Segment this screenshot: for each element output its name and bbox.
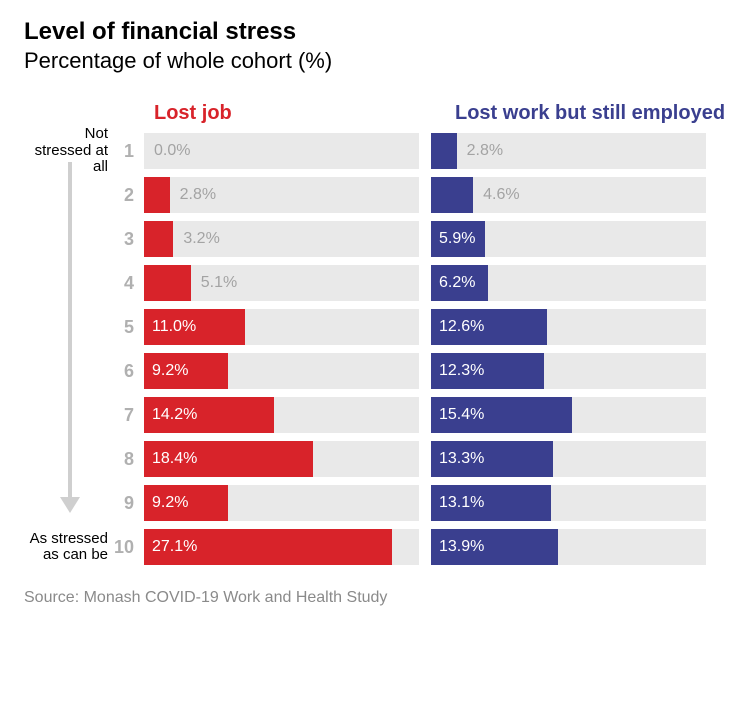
table-row: 511.0% 12.6% <box>24 305 730 349</box>
bar-track: 27.1% <box>144 529 419 565</box>
bar-value-label: 18.4% <box>144 441 313 477</box>
bar-value-label: 27.1% <box>144 529 392 565</box>
bar-track: 13.9% <box>431 529 706 565</box>
chart-area: Lost job Lost work but still employed No… <box>24 102 730 569</box>
row-number: 10 <box>114 537 144 558</box>
bar-value-label: 13.9% <box>431 529 558 565</box>
bar-value-label: 0.0% <box>144 133 190 169</box>
row-number: 3 <box>114 229 144 250</box>
bar-track: 5.9% <box>431 221 706 257</box>
table-row: 69.2% 12.3% <box>24 349 730 393</box>
bar-track: 0.0% <box>144 133 419 169</box>
row-number: 8 <box>114 449 144 470</box>
bar-track: 15.4% <box>431 397 706 433</box>
bar-value-label: 9.2% <box>144 485 228 521</box>
series-header-lost-work: Lost work but still employed <box>455 102 730 125</box>
bar-track: 2.8% <box>431 133 706 169</box>
source-text: Source: Monash COVID-19 Work and Health … <box>24 589 730 607</box>
bar-track: 11.0% <box>144 309 419 345</box>
bar-value-label: 15.4% <box>431 397 572 433</box>
bar-value-label: 2.8% <box>457 133 503 169</box>
series-header-lost-job: Lost job <box>154 102 441 125</box>
bar-track: 12.6% <box>431 309 706 345</box>
bar-value-label: 12.3% <box>431 353 544 389</box>
table-row: 3 3.2% 5.9% <box>24 217 730 261</box>
bar-track: 3.2% <box>144 221 419 257</box>
bar-value-label: 13.1% <box>431 485 551 521</box>
bar-track: 6.2% <box>431 265 706 301</box>
bar-value-label: 2.8% <box>170 177 216 213</box>
bar-value-label: 3.2% <box>173 221 219 257</box>
row-number: 4 <box>114 273 144 294</box>
bar-track: 4.6% <box>431 177 706 213</box>
bar-fill <box>431 177 473 213</box>
stress-scale-arrow <box>60 162 80 513</box>
bar-track: 13.3% <box>431 441 706 477</box>
chart-title: Level of financial stress <box>24 18 730 46</box>
bar-fill <box>144 221 173 257</box>
bar-value-label: 5.1% <box>191 265 237 301</box>
bar-track: 9.2% <box>144 353 419 389</box>
table-row: 818.4% 13.3% <box>24 437 730 481</box>
row-number: 6 <box>114 361 144 382</box>
scale-label: As stressed as can be <box>24 531 114 564</box>
table-row: 99.2% 13.1% <box>24 481 730 525</box>
bar-fill <box>144 265 191 301</box>
chart-rows: Not stressed at all10.0%2.8%22.8%4.6%33.… <box>24 129 730 569</box>
row-number: 2 <box>114 185 144 206</box>
bar-track: 14.2% <box>144 397 419 433</box>
table-row: 4 5.1% 6.2% <box>24 261 730 305</box>
row-number: 9 <box>114 493 144 514</box>
row-number: 7 <box>114 405 144 426</box>
bar-track: 2.8% <box>144 177 419 213</box>
bar-value-label: 13.3% <box>431 441 553 477</box>
bar-track: 9.2% <box>144 485 419 521</box>
row-number: 1 <box>114 141 144 162</box>
row-number: 5 <box>114 317 144 338</box>
bar-value-label: 11.0% <box>144 309 245 345</box>
bar-track: 5.1% <box>144 265 419 301</box>
table-row: 2 2.8% 4.6% <box>24 173 730 217</box>
bar-value-label: 4.6% <box>473 177 519 213</box>
table-row: Not stressed at all10.0%2.8% <box>24 129 730 173</box>
table-row: 714.2% 15.4% <box>24 393 730 437</box>
bar-track: 18.4% <box>144 441 419 477</box>
bar-value-label: 14.2% <box>144 397 274 433</box>
bar-value-label: 12.6% <box>431 309 547 345</box>
bar-fill <box>431 133 457 169</box>
bar-fill <box>144 177 170 213</box>
table-row: As stressed as can be1027.1% 13.9% <box>24 525 730 569</box>
bar-track: 13.1% <box>431 485 706 521</box>
bar-track: 12.3% <box>431 353 706 389</box>
bar-value-label: 5.9% <box>431 221 485 257</box>
bar-value-label: 9.2% <box>144 353 228 389</box>
bar-value-label: 6.2% <box>431 265 488 301</box>
series-headers: Lost job Lost work but still employed <box>154 102 730 125</box>
chart-subtitle: Percentage of whole cohort (%) <box>24 48 730 74</box>
